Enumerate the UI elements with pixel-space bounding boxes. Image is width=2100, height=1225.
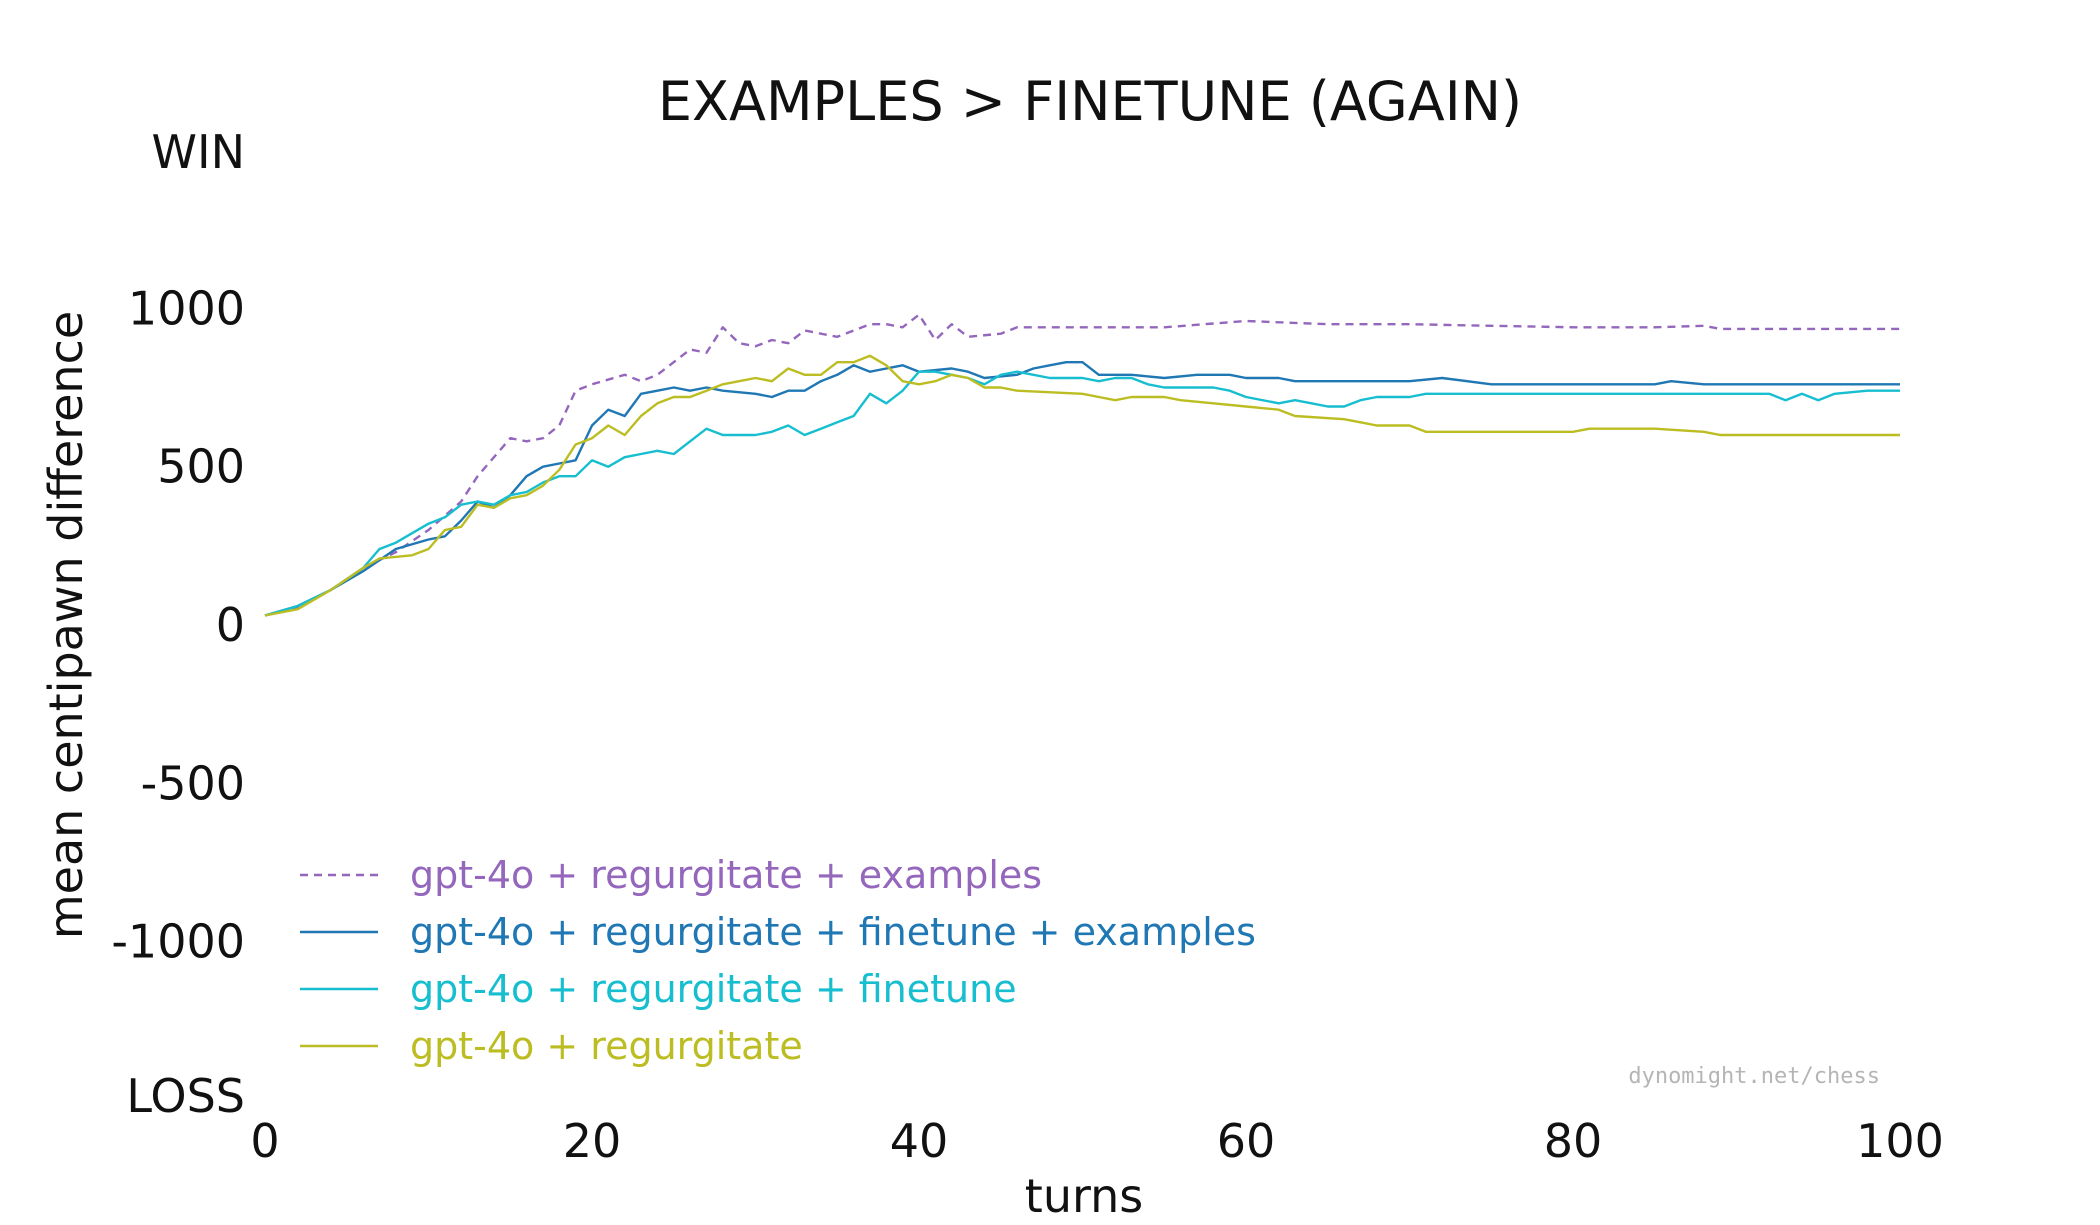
x-axis-ticks: 0 20 40 60 80 100 <box>250 1114 1944 1168</box>
y-tick-label: 500 <box>157 440 245 494</box>
y-tick-label: 1000 <box>128 281 245 335</box>
legend-label-2: gpt-4o + regurgitate + finetune + exampl… <box>410 910 1256 954</box>
y-tick-label: -1000 <box>111 915 245 969</box>
legend-label-4: gpt-4o + regurgitate <box>410 1024 803 1068</box>
plot-area <box>264 313 1900 617</box>
y-tick-label: -500 <box>141 756 245 810</box>
x-tick-label: 60 <box>1217 1114 1276 1168</box>
y-tick-label: 0 <box>216 598 245 652</box>
y-axis-ticks: 1000 500 0 -500 -1000 <box>111 281 245 968</box>
watermark: dynomight.net/chess <box>1628 1064 1880 1089</box>
legend-label-1: gpt-4o + regurgitate + examples <box>410 853 1042 897</box>
loss-label: LOSS <box>126 1069 245 1123</box>
y-axis-label: mean centipawn difference <box>39 311 93 939</box>
series-line-2 <box>264 361 1900 617</box>
series-line-3 <box>264 370 1900 617</box>
chart-title: EXAMPLES > FINETUNE (AGAIN) <box>658 70 1522 133</box>
series-line-1 <box>264 313 1900 617</box>
x-tick-label: 20 <box>563 1114 622 1168</box>
x-tick-label: 0 <box>250 1114 279 1168</box>
win-label: WIN <box>152 125 245 179</box>
x-tick-label: 40 <box>890 1114 949 1168</box>
series-line-4 <box>264 354 1900 617</box>
x-axis-label: turns <box>1025 1169 1143 1223</box>
x-tick-label: 100 <box>1856 1114 1944 1168</box>
legend-label-3: gpt-4o + regurgitate + finetune <box>410 967 1017 1011</box>
x-tick-label: 80 <box>1544 1114 1603 1168</box>
legend: gpt-4o + regurgitate + examples gpt-4o + … <box>300 853 1256 1068</box>
